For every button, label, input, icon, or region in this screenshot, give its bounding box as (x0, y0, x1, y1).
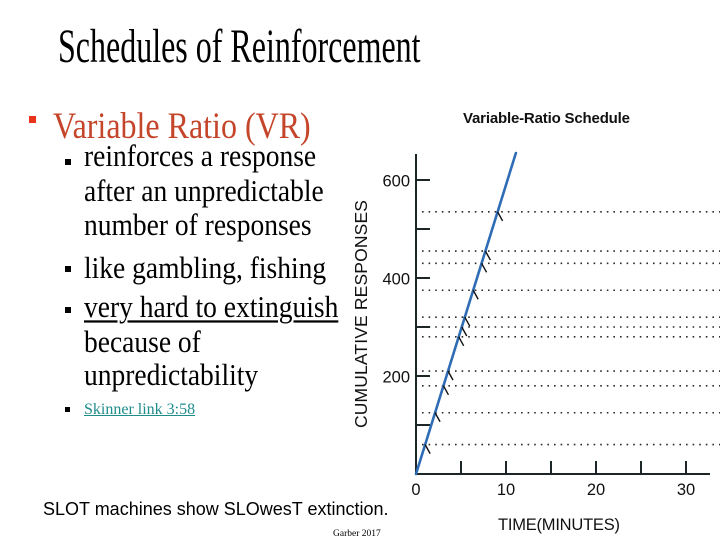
reinforcement-hatch-mark (461, 326, 468, 337)
cumulative-response-line (414, 151, 518, 476)
bullet-variable-ratio: Variable Ratio (VR) (53, 104, 311, 147)
y-tick-label: 600 (382, 173, 410, 191)
square-bullet-icon (65, 307, 71, 313)
square-bullet-icon (65, 266, 71, 272)
square-bullet-icon (65, 159, 71, 165)
x-axis-label: TIME(MINUTES) (498, 516, 620, 534)
sub-bullet-extinction-line-3: unpredictability (84, 356, 259, 392)
chart-series (414, 151, 518, 476)
skinner-video-link[interactable]: Skinner link 3:58 (84, 401, 196, 418)
reinforcement-hatch-mark (484, 250, 492, 261)
x-tick-label: 20 (587, 481, 605, 499)
y-tick-label: 200 (382, 369, 410, 387)
reinforcement-hatch-mark (480, 262, 488, 273)
x-tick-label: 0 (411, 481, 420, 499)
heading-bullet-icon (29, 116, 36, 123)
reinforcement-hatch-mark (458, 336, 465, 347)
reinforcement-hatch-mark (424, 444, 431, 454)
square-bullet-icon (65, 407, 70, 412)
chart-axes: 200 400 600 0 10 20 30 (382, 154, 710, 499)
reinforcement-hatch-mark (447, 370, 454, 381)
x-tick-label: 30 (677, 481, 695, 499)
reinforcement-hatch-mark (496, 211, 504, 222)
credit-text: Garber 2017 (333, 529, 381, 539)
sub-bullet-extinction-line-2: because of (84, 323, 201, 359)
y-axis-label: CUMULATIVE RESPONSES (351, 200, 371, 428)
reinforcement-hatch-mark (464, 316, 471, 327)
slide-title: Schedules of Reinforcement (58, 18, 421, 73)
sub-bullet-definition-line-2: after an unpredictable (84, 172, 324, 208)
reinforcement-hatch-mark (434, 412, 441, 423)
sub-bullet-extinction-line-1: very hard to extinguish (84, 288, 339, 324)
x-tick-label: 10 (497, 481, 515, 499)
reinforcement-gridlines (422, 211, 720, 446)
chart-title: Variable-Ratio Schedule (463, 110, 630, 127)
reinforcement-hatch-mark (442, 385, 450, 396)
footer-note: SLOT machines show SLOwesT extinction. (43, 499, 389, 519)
sub-bullet-definition-line-1: reinforces a response (84, 137, 317, 173)
reinforcement-hatch-mark (472, 289, 479, 300)
sub-bullet-definition-line-3: number of responses (84, 206, 312, 242)
sub-bullet-examples: like gambling, fishing (84, 249, 327, 285)
y-tick-label: 400 (382, 271, 410, 289)
